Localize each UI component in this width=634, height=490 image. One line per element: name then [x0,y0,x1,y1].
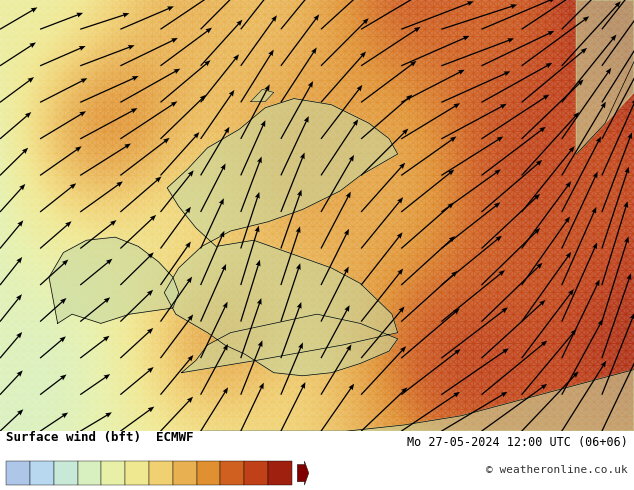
Bar [54,461,78,485]
Bar [244,461,268,485]
Bar [149,461,172,485]
Bar [78,461,101,485]
Text: Mo 27-05-2024 12:00 UTC (06+06): Mo 27-05-2024 12:00 UTC (06+06) [407,436,628,449]
Bar [221,461,244,485]
Bar [172,461,197,485]
FancyArrow shape [297,461,309,485]
Polygon shape [164,98,398,376]
Text: © weatheronline.co.uk: © weatheronline.co.uk [486,465,628,474]
Text: Surface wind (bft)  ECMWF: Surface wind (bft) ECMWF [6,431,194,444]
Bar [6,461,30,485]
Polygon shape [576,0,634,154]
Polygon shape [202,369,634,431]
Polygon shape [250,89,274,101]
Bar [101,461,125,485]
Bar [126,461,149,485]
Bar [30,461,54,485]
Bar [268,461,292,485]
Bar [197,461,221,485]
Polygon shape [49,237,179,323]
